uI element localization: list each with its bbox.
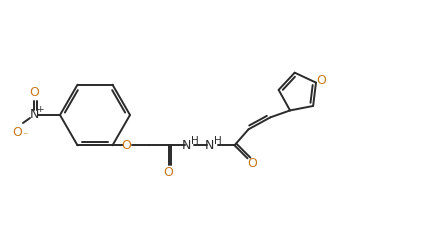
Text: +: + xyxy=(36,104,43,113)
Text: O: O xyxy=(316,74,326,87)
Text: O: O xyxy=(29,86,39,99)
Text: O: O xyxy=(164,166,173,179)
Text: O: O xyxy=(248,157,257,170)
Text: O: O xyxy=(121,139,131,152)
Text: H: H xyxy=(191,136,198,146)
Text: H: H xyxy=(214,136,221,146)
Text: N: N xyxy=(182,139,191,152)
Text: N: N xyxy=(29,109,39,121)
Text: O: O xyxy=(12,126,22,138)
Text: ⁻: ⁻ xyxy=(22,131,28,141)
Text: N: N xyxy=(205,139,214,152)
